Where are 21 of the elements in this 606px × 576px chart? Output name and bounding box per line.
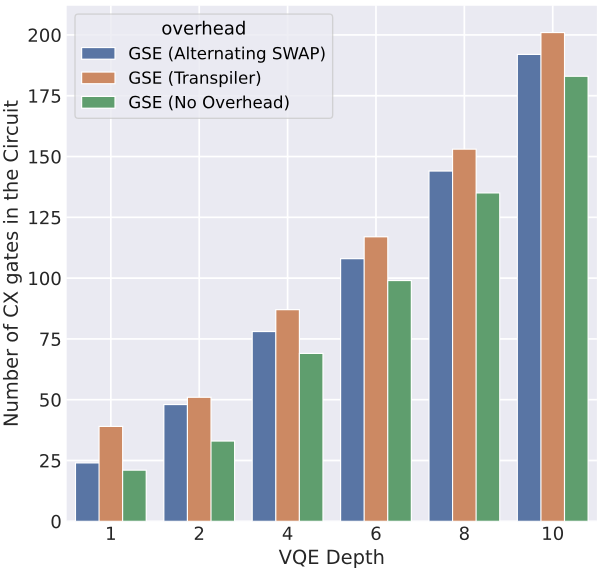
x-tick-label: 2 — [194, 526, 204, 540]
y-tick-label: 150 — [29, 150, 61, 164]
x-tick-label: 1 — [107, 526, 115, 540]
y-tick-label: 50 — [40, 393, 61, 407]
y-tick-label: 200 — [28, 28, 61, 42]
x-tick-label: 6 — [371, 526, 381, 540]
legend-label: GSE (No Overhead) — [129, 95, 289, 110]
x-tick-label: 4 — [282, 526, 292, 540]
y-tick-label: 125 — [29, 210, 60, 224]
x-axis-title: VQE Depth — [278, 549, 384, 568]
y-axis-title: Number of CX gates in the Circuit — [2, 100, 22, 426]
y-tick-label: 0 — [52, 514, 61, 528]
x-tick-label: 10 — [543, 526, 564, 540]
legend-title: overhead — [162, 20, 245, 35]
y-tick-label: 100 — [29, 272, 61, 286]
y-tick-label: 175 — [29, 89, 60, 103]
y-tick-label: 75 — [40, 332, 60, 346]
legend-label: GSE (Alternating SWAP) — [129, 46, 325, 63]
y-tick-label: 25 — [40, 454, 60, 468]
legend-label: GSE (Transpiler) — [129, 71, 260, 88]
x-tick-label: 8 — [460, 526, 469, 540]
